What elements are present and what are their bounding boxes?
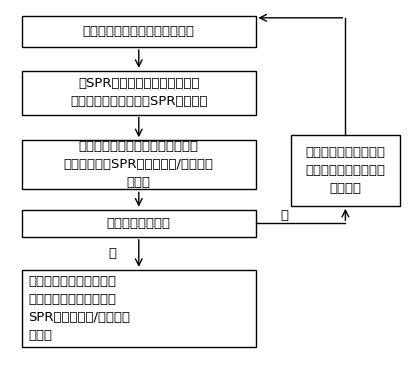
Text: 是否完成全部测量: 是否完成全部测量 — [107, 217, 171, 230]
Text: 计算并存储该参数下钒电池充电状
态同电解液的SPR共振波长和/或折射率
的关系: 计算并存储该参数下钒电池充电状 态同电解液的SPR共振波长和/或折射率 的关系 — [64, 140, 214, 189]
Text: 结束，得到所有参数下钒
电池充电状态同电解液的
SPR共振波长和/或折射率
的关系: 结束，得到所有参数下钒 电池充电状态同电解液的 SPR共振波长和/或折射率 的关… — [28, 275, 130, 342]
Text: 用SPR传感器测量不同充电状态
下的该钒电池电解液的SPR光谱信息: 用SPR传感器测量不同充电状态 下的该钒电池电解液的SPR光谱信息 — [70, 77, 208, 108]
Text: 是: 是 — [108, 247, 116, 260]
FancyBboxPatch shape — [22, 71, 255, 114]
FancyBboxPatch shape — [22, 16, 255, 47]
FancyBboxPatch shape — [291, 135, 400, 206]
FancyBboxPatch shape — [22, 140, 255, 190]
FancyBboxPatch shape — [22, 270, 255, 347]
Text: 配置一定参数下的钒电池电解液: 配置一定参数下的钒电池电解液 — [83, 25, 195, 38]
Text: 改变电解液的总钒离子
浓度、钒离子种类、酸
度等参数: 改变电解液的总钒离子 浓度、钒离子种类、酸 度等参数 — [305, 146, 385, 195]
Text: 否: 否 — [280, 209, 288, 222]
FancyBboxPatch shape — [22, 209, 255, 237]
